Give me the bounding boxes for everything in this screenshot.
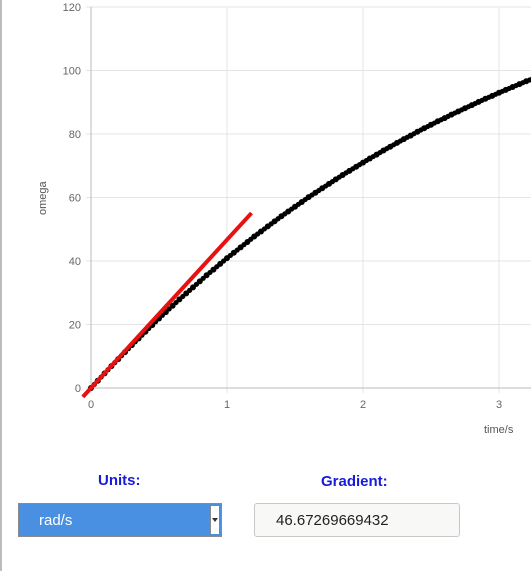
x-tick-label-3: 3 [496,399,502,411]
tick-labels: 0 20 40 60 80 100 120 0 1 2 3 [63,2,502,411]
grid [86,6,531,393]
x-tick-label-2: 2 [360,399,366,411]
omega-time-chart: 0 20 40 60 80 100 120 0 1 2 3 time/s omega [37,2,531,436]
tangent-line [81,211,253,399]
y-tick-label-1: 20 [69,320,81,332]
y-tick-label-5: 100 [63,66,81,78]
gradient-field[interactable]: 46.67269669432 [254,503,460,537]
gradient-value: 46.67269669432 [276,512,389,529]
y-axis-label: omega [37,180,49,215]
left-border [0,0,2,571]
units-label: Units: [98,472,141,489]
units-selected-value: rad/s [39,512,73,529]
x-tick-label-1: 1 [224,399,230,411]
units-select[interactable]: rad/s [18,503,222,537]
y-tick-label-3: 60 [69,193,81,205]
gradient-label: Gradient: [321,473,388,490]
y-tick-label-0: 0 [75,383,81,395]
y-tick-label-4: 80 [69,129,81,141]
x-tick-label-0: 0 [88,399,94,411]
chevron-down-icon[interactable] [210,506,219,534]
y-tick-label-2: 40 [69,256,81,268]
y-tick-label-6: 120 [63,2,81,14]
data-points [88,76,531,391]
x-axis-label: time/s [484,424,514,436]
